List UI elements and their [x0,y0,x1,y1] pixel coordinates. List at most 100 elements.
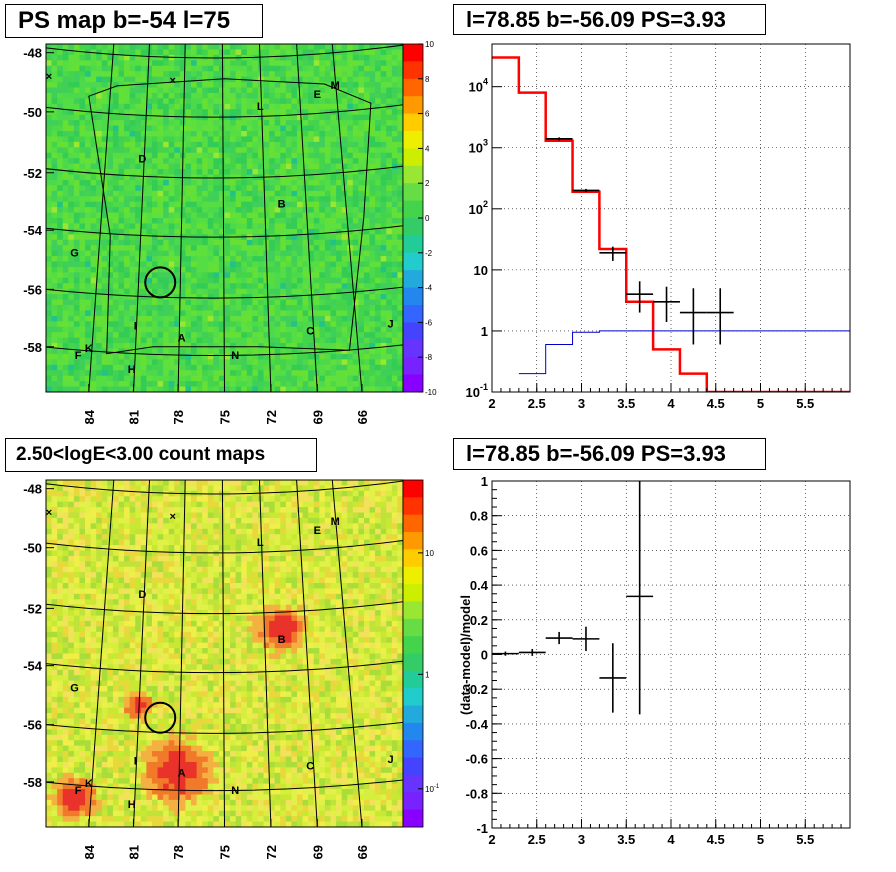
colorbar-band [403,774,423,793]
colorbar-band [403,653,423,672]
colorbar-tick-label: 10-1 [425,784,440,794]
colorbar-band [403,374,423,393]
colorbar-band [403,618,423,637]
spectrum-title: l=78.85 b=-56.09 PS=3.93 [453,4,766,35]
y-tick-label: -50 [23,105,42,120]
source-label-A: A [178,333,186,345]
colorbar-tick-label: -10 [425,388,437,397]
colorbar-band [403,252,423,271]
source-marker-circle [144,701,177,734]
source-label-C: C [306,761,314,773]
y-tick-label: -56 [23,718,42,733]
colorbar-tick-label: -8 [425,353,433,362]
colorbar-tick-label: -4 [425,284,433,293]
y-tick-label: 10 [474,263,488,278]
source-label-F: F [75,350,82,362]
colorbar-band [403,339,423,358]
x-tick-label: 72 [264,410,279,424]
x-tick-label: 4 [667,396,675,411]
colorbar-band [403,670,423,689]
colorbar-band [403,305,423,323]
colorbar-band [403,497,423,516]
y-tick-label: 102 [469,199,488,217]
data-point [679,288,707,345]
spectrum-plot: 2 2.5 3 3.5 4 4.5 5 5.5 10-1 1 10 102 103 104 [466,43,851,411]
x-tick-label: 2 [488,396,495,411]
colorbar-band [403,113,423,132]
y-tick-label: 0.6 [470,543,488,558]
x-tick-label: 84 [82,409,97,424]
colorbar-tick-label: 8 [425,75,430,84]
source-label-L: L [257,537,264,549]
y-tick-label: -58 [23,340,42,355]
residual-point [518,648,546,656]
x-tick-label: 66 [355,410,370,424]
colorbar-band [403,200,423,219]
y-tick-label: -52 [23,601,42,616]
source-label-K: K [85,778,93,790]
y-tick-label: -54 [23,659,43,674]
x-tick-label: 3 [578,832,585,847]
colorbar-band [403,270,423,288]
x-tick-label: 5.5 [796,396,814,411]
x-tick-label: 78 [171,410,186,424]
source-label-B: B [278,634,286,646]
source-label-D: D [138,589,146,601]
background-histogram [518,330,850,375]
residual-point [545,631,573,645]
colorbar-band [403,792,423,811]
y-tick-label: -1 [476,821,488,836]
source-label-G: G [70,683,79,695]
source-label-A: A [178,768,186,780]
residual-point [492,651,519,656]
colorbar-band [403,688,423,706]
x-tick-label: 3 [578,396,585,411]
residual-grid [491,480,850,829]
source-label-J: J [387,319,393,331]
source-label-E: E [314,89,321,101]
source-label-I: I [134,756,137,768]
source-marker-circle [144,266,177,299]
colorbar-band [403,740,423,758]
y-tick-label: -48 [23,46,42,61]
source-label-M: M [331,516,340,528]
map-pixels [46,480,403,827]
colorbar-band [403,218,423,236]
colorbar-band [403,357,423,375]
residual-point [572,626,600,652]
colorbar: 10 8 6 4 2 0 -2 -4 -6 -8 -10 [402,40,437,397]
source-label-L: L [257,101,264,113]
residual-point [626,481,654,715]
source-label-H: H [128,799,136,811]
source-label-N: N [231,350,239,362]
x-tick-label: 2.5 [528,832,546,847]
colorbar-band [403,61,423,80]
source-label-G: G [70,247,79,259]
colorbar-band [403,78,423,97]
x-tick-label: 69 [310,845,325,859]
map-graticule [46,480,403,827]
x-tick-label: 3.5 [617,832,635,847]
y-tick-label: -0.6 [466,752,488,767]
colorbar-band [403,287,423,306]
data-point [626,281,654,313]
map-cross-mark: × [46,507,52,519]
y-tick-label: -58 [23,775,42,790]
count-map-title: 2.50<logE<3.00 count maps [5,438,317,472]
x-tick-label: 2 [488,832,495,847]
colorbar-tick-label: 10 [425,40,434,49]
source-label-I: I [134,320,137,332]
colorbar-band [403,757,423,776]
roi-outline [88,78,372,355]
colorbar-band [403,601,423,620]
x-tick-label: 4.5 [707,396,725,411]
y-tick-label: -50 [23,541,42,556]
ps-map-title: PS map b=-54 l=75 [5,4,263,38]
colorbar-band [403,636,423,654]
y-tick-label: 0.4 [470,578,489,593]
data-point [572,188,600,193]
y-tick-label: -0.4 [466,717,489,732]
x-tick-label: 81 [126,410,141,424]
